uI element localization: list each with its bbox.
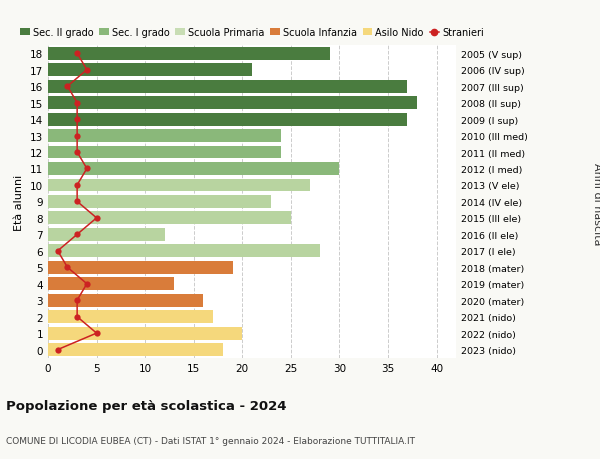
- Text: COMUNE DI LICODIA EUBEA (CT) - Dati ISTAT 1° gennaio 2024 - Elaborazione TUTTITA: COMUNE DI LICODIA EUBEA (CT) - Dati ISTA…: [6, 436, 415, 445]
- Bar: [48, 48, 330, 61]
- Bar: [48, 130, 281, 143]
- Bar: [48, 212, 291, 225]
- Text: Anni di nascita: Anni di nascita: [592, 163, 600, 246]
- Bar: [48, 327, 242, 340]
- Legend: Sec. II grado, Sec. I grado, Scuola Primaria, Scuola Infanzia, Asilo Nido, Stran: Sec. II grado, Sec. I grado, Scuola Prim…: [20, 28, 484, 38]
- Bar: [48, 294, 203, 307]
- Text: Popolazione per età scolastica - 2024: Popolazione per età scolastica - 2024: [6, 399, 287, 412]
- Bar: [48, 162, 340, 175]
- Bar: [48, 179, 310, 192]
- Bar: [48, 343, 223, 356]
- Bar: [48, 97, 417, 110]
- Bar: [48, 311, 213, 323]
- Y-axis label: Età alunni: Età alunni: [14, 174, 25, 230]
- Bar: [48, 64, 252, 77]
- Bar: [48, 245, 320, 257]
- Bar: [48, 81, 407, 93]
- Bar: [48, 113, 407, 126]
- Bar: [48, 278, 174, 291]
- Bar: [48, 196, 271, 208]
- Bar: [48, 261, 233, 274]
- Bar: [48, 146, 281, 159]
- Bar: [48, 229, 164, 241]
